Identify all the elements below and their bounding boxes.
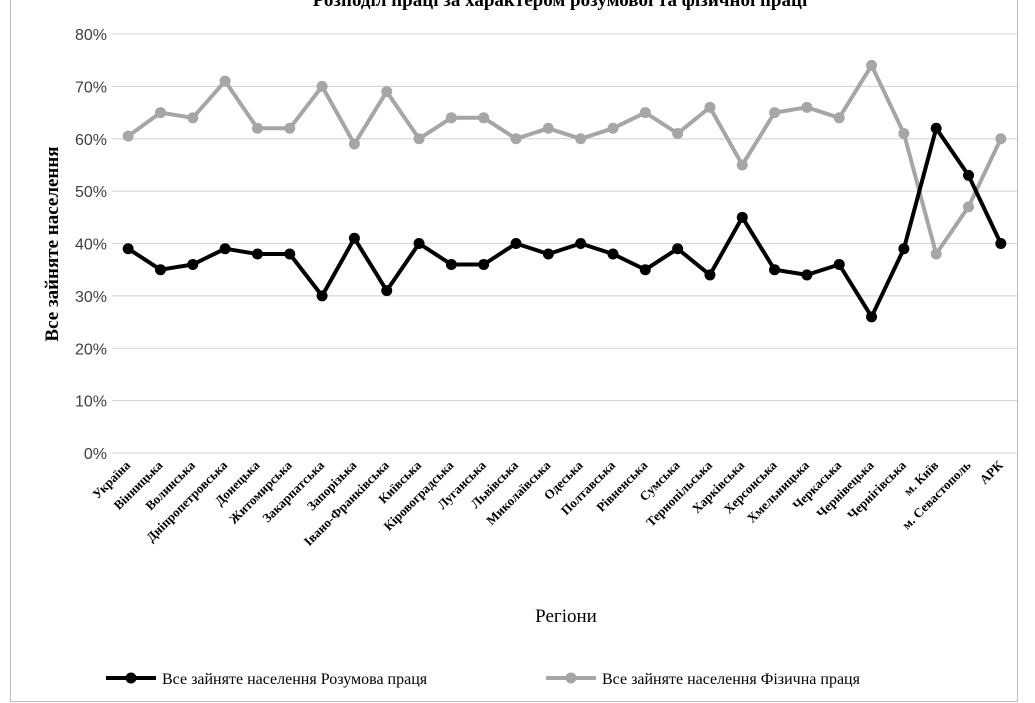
data-point <box>542 248 554 260</box>
x-tick-label: АРК <box>976 457 1006 487</box>
x-axis-title: Регіони <box>535 606 597 627</box>
series-line <box>127 126 1003 319</box>
data-point <box>348 232 360 244</box>
data-point <box>769 264 781 276</box>
y-tick-label: 50% <box>75 184 107 201</box>
y-tick-label: 40% <box>75 237 107 254</box>
chart-title: Розподіл праці за характером розумової т… <box>313 0 807 11</box>
x-tick-labels: УкраїнаВінницькаВолинськаДніпропетровськ… <box>89 457 1006 549</box>
data-point <box>833 112 845 124</box>
y-tick-label: 70% <box>75 79 107 96</box>
data-point <box>154 107 166 119</box>
data-point <box>995 133 1007 145</box>
data-point <box>251 248 263 260</box>
data-point <box>575 238 587 249</box>
data-point <box>187 112 199 124</box>
data-point <box>445 258 457 270</box>
data-point <box>251 122 263 134</box>
data-point <box>639 264 651 276</box>
data-point <box>122 130 134 142</box>
data-point <box>769 107 781 119</box>
data-point <box>833 258 845 270</box>
data-point <box>930 122 942 134</box>
y-tick-label: 80% <box>75 27 107 44</box>
data-point <box>478 112 490 124</box>
data-point <box>122 243 134 255</box>
data-point <box>607 248 619 260</box>
legend-swatch-marker <box>125 672 137 684</box>
data-point <box>866 311 878 323</box>
gridlines <box>112 33 1017 454</box>
data-point <box>898 128 910 140</box>
data-point <box>316 290 328 302</box>
data-point <box>510 133 522 145</box>
data-point <box>219 75 231 87</box>
legend-label: Все зайняте населення Розумова праця <box>162 671 428 688</box>
data-point <box>187 258 199 270</box>
legend-label: Все зайняте населення Фізична праця <box>602 671 861 688</box>
data-point <box>736 211 748 223</box>
data-point <box>542 122 554 134</box>
data-point <box>672 128 684 140</box>
y-tick-label: 0% <box>84 446 107 463</box>
data-point <box>930 248 942 260</box>
data-point <box>963 169 975 181</box>
data-point <box>672 243 684 255</box>
y-tick-label: 20% <box>75 341 107 358</box>
data-point <box>219 243 231 255</box>
data-point <box>898 243 910 255</box>
data-point <box>381 86 393 98</box>
legend: Все зайняте населення Розумова праця Все … <box>106 671 861 688</box>
data-point <box>284 122 296 134</box>
data-point <box>704 101 716 113</box>
data-point <box>154 264 166 276</box>
y-tick-label: 30% <box>75 289 107 306</box>
data-point <box>478 258 490 270</box>
series-layer <box>122 59 1007 323</box>
data-point <box>736 159 748 171</box>
legend-swatch-marker <box>565 672 577 684</box>
data-point <box>413 238 425 249</box>
data-point <box>704 269 716 281</box>
data-point <box>866 59 878 71</box>
data-point <box>316 80 328 92</box>
data-point <box>510 238 522 249</box>
data-point <box>575 133 587 145</box>
data-point <box>381 285 393 297</box>
data-point <box>348 138 360 150</box>
data-point <box>801 101 813 113</box>
data-point <box>284 248 296 260</box>
data-point <box>639 107 651 119</box>
y-tick-label: 60% <box>75 132 107 149</box>
y-axis-title: Все зайняте населення <box>42 146 63 341</box>
y-tick-labels: 0% 10% 20% 30% 40% 50% 60% 70% 80% <box>75 27 107 463</box>
data-point <box>445 112 457 124</box>
y-tick-label: 10% <box>75 394 107 411</box>
series-line <box>127 63 1003 256</box>
data-point <box>607 122 619 134</box>
data-point <box>963 201 975 213</box>
data-point <box>413 133 425 145</box>
data-point <box>995 238 1007 249</box>
data-point <box>801 269 813 281</box>
